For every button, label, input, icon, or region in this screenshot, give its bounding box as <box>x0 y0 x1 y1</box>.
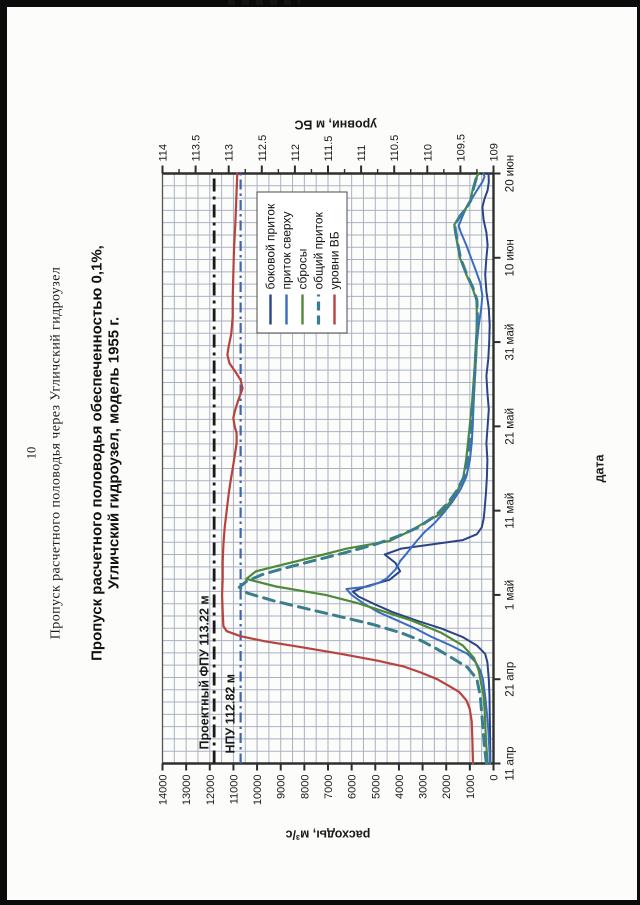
page-number: 10 <box>24 446 38 459</box>
series-боковой-приток <box>351 172 491 764</box>
legend-line-sample <box>332 294 336 324</box>
y1-tick-label: 4000 <box>393 774 405 798</box>
y1-tick-label: 6000 <box>346 774 358 798</box>
legend: боковой приток приток сверху сбросы общий п… <box>256 191 347 333</box>
y2-tick-label: 110.5 <box>389 134 401 161</box>
y1-tick-label: 1000 <box>464 774 476 798</box>
y1-tick-label: 0 <box>488 774 500 780</box>
x-tick-label: 11 апр <box>504 746 516 780</box>
y1-tick-label: 7000 <box>323 774 335 798</box>
legend-item: уровни ВБ <box>326 198 342 325</box>
legend-label: сбросы <box>295 248 309 289</box>
y1-axis-title: расходы, м³/с <box>285 827 370 841</box>
y2-tick-label: 111 <box>356 144 368 161</box>
series-уровни-ВБ <box>220 171 474 765</box>
y1-tick-label: 5000 <box>370 774 382 798</box>
legend-label: боковой приток <box>263 203 277 289</box>
y1-tick-label: 14000 <box>157 774 169 805</box>
y1-tick-label: 11000 <box>228 774 240 804</box>
y2-axis-title: уровни, м БС <box>294 117 377 131</box>
y2-tick-label: 109.5 <box>455 133 467 161</box>
series-общий-приток <box>237 171 488 765</box>
x-tick-label: 21 апр <box>504 661 516 696</box>
x-tick-label: 20 июн <box>504 154 516 191</box>
legend-item: приток сверху <box>278 198 294 325</box>
legend-label: приток сверху <box>279 211 293 289</box>
legend-item: боковой приток <box>262 198 278 325</box>
series-приток-сверху <box>344 172 491 764</box>
y1-tick-label: 3000 <box>417 774 429 798</box>
legend-item: общий приток <box>310 198 326 325</box>
y2-axis-title-wrap: уровни, м БС <box>170 117 501 131</box>
y1-tick-label: 10000 <box>252 774 264 805</box>
legend-item: сбросы <box>294 198 310 325</box>
legend-line-sample <box>284 294 288 324</box>
y2-tick-label: 111.5 <box>323 135 335 161</box>
ref-line-label: Проектный ФПУ 113.22 м <box>196 594 211 749</box>
document-title: Пропуск расчетного половодья через Углич… <box>48 266 63 639</box>
y1-tick-label: 13000 <box>181 774 193 805</box>
y2-tick-label: 114 <box>157 143 169 161</box>
scan-edge-artifact <box>228 0 300 5</box>
x-tick-label: 11 май <box>504 492 516 528</box>
y2-tick-label: 110 <box>422 143 434 161</box>
legend-label: уровни ВБ <box>327 230 341 289</box>
chart-title: Пропуск расчетного половодья обеспеченно… <box>88 0 122 905</box>
y1-axis-title-wrap: расходы, м³/с <box>162 827 493 841</box>
legend-line-sample <box>300 294 304 324</box>
y2-tick-label: 112.5 <box>256 134 268 161</box>
x-tick-label: 21 май <box>504 407 516 444</box>
y2-tick-label: 112 <box>289 143 301 161</box>
ref-line-label: НПУ 112.82 м <box>223 673 238 753</box>
chart-title-line2: Угличский гидроузел, модель 1955 г. <box>105 316 122 589</box>
legend-line-sample <box>316 294 320 324</box>
y1-tick-label: 8000 <box>299 774 311 798</box>
y1-tick-label: 9000 <box>275 774 287 798</box>
chart-title-line1: Пропуск расчетного половодья обеспеченно… <box>88 244 105 661</box>
x-tick-label: 10 июн <box>504 239 516 276</box>
x-tick-label: 1 май <box>504 579 516 609</box>
legend-label: общий приток <box>311 211 325 289</box>
y2-tick-label: 113.5 <box>190 134 202 161</box>
x-tick-label: 31 май <box>504 323 516 360</box>
y1-tick-label: 12000 <box>204 774 216 805</box>
legend-line-sample <box>268 294 272 324</box>
y2-tick-label: 109 <box>488 143 500 161</box>
y2-tick-label: 113 <box>223 143 235 161</box>
y1-tick-label: 2000 <box>441 774 453 798</box>
x-axis-title: дата <box>592 454 606 482</box>
